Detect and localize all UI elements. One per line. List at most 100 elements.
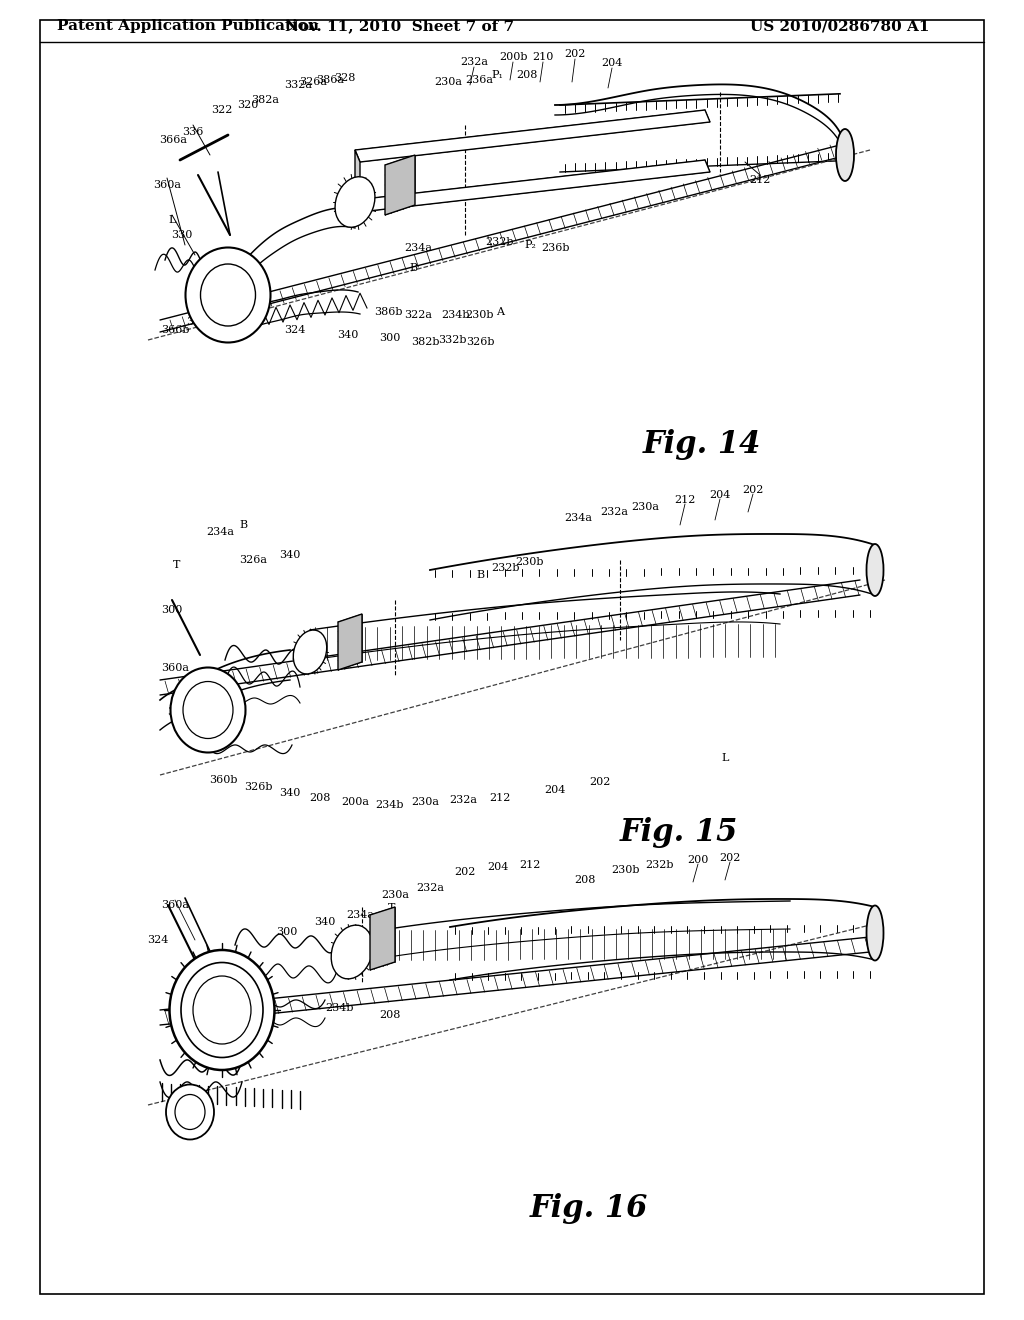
Text: 382b: 382b — [411, 337, 439, 347]
Ellipse shape — [185, 248, 270, 342]
Text: 208: 208 — [309, 793, 331, 803]
Ellipse shape — [166, 1085, 214, 1139]
Text: 360a: 360a — [161, 663, 189, 673]
Text: 236b: 236b — [541, 243, 569, 253]
Text: 212: 212 — [489, 793, 511, 803]
Text: 208: 208 — [379, 1010, 400, 1020]
Ellipse shape — [331, 925, 373, 979]
Text: 212: 212 — [675, 495, 695, 506]
Ellipse shape — [201, 264, 256, 326]
Text: 204: 204 — [487, 862, 509, 873]
Text: Patent Application Publication: Patent Application Publication — [57, 18, 319, 33]
Polygon shape — [338, 614, 362, 671]
Text: 340: 340 — [280, 788, 301, 799]
Text: B: B — [409, 263, 417, 273]
Polygon shape — [355, 110, 710, 162]
Text: 210: 210 — [532, 51, 554, 62]
Text: 324: 324 — [147, 935, 169, 945]
Text: 208: 208 — [574, 875, 596, 884]
Text: 200a: 200a — [341, 797, 369, 807]
Text: 340: 340 — [314, 917, 336, 927]
Text: 326a: 326a — [239, 554, 267, 565]
Text: 332a: 332a — [284, 81, 312, 90]
Text: A: A — [496, 308, 504, 317]
Text: 232b: 232b — [646, 861, 674, 870]
Text: 230b: 230b — [516, 557, 544, 568]
Text: 322b: 322b — [199, 308, 227, 317]
Polygon shape — [385, 154, 415, 215]
Text: 234a: 234a — [346, 909, 374, 920]
Polygon shape — [355, 150, 360, 213]
Text: 322a: 322a — [404, 310, 432, 319]
Text: 340: 340 — [337, 330, 358, 341]
Text: 234a: 234a — [404, 243, 432, 253]
Text: 300: 300 — [276, 927, 298, 937]
Ellipse shape — [335, 177, 375, 227]
Ellipse shape — [181, 962, 263, 1057]
Text: 236a: 236a — [465, 75, 493, 84]
Text: 232a: 232a — [600, 507, 628, 517]
Text: 230a: 230a — [631, 502, 659, 512]
Text: 204: 204 — [710, 490, 731, 500]
Text: 200b: 200b — [499, 51, 527, 62]
Text: T: T — [388, 903, 395, 913]
Text: 340: 340 — [280, 550, 301, 560]
Text: 322: 322 — [211, 106, 232, 115]
Text: 234a: 234a — [564, 513, 592, 523]
Ellipse shape — [836, 129, 854, 181]
Text: US 2010/0286780 A1: US 2010/0286780 A1 — [750, 18, 930, 33]
Text: T: T — [173, 560, 180, 570]
Text: Fig. 16: Fig. 16 — [530, 1192, 648, 1224]
Ellipse shape — [866, 906, 884, 961]
Ellipse shape — [175, 1094, 205, 1130]
Text: 204: 204 — [601, 58, 623, 69]
Text: 232a: 232a — [449, 795, 477, 805]
Text: 230a: 230a — [411, 797, 439, 807]
Polygon shape — [370, 907, 395, 970]
Polygon shape — [355, 160, 710, 213]
Text: 382a: 382a — [251, 95, 279, 106]
Text: 360a: 360a — [153, 180, 181, 190]
Text: P₂: P₂ — [524, 240, 536, 249]
Ellipse shape — [183, 681, 233, 738]
Text: 230a: 230a — [381, 890, 409, 900]
Text: 234b: 234b — [326, 1003, 354, 1012]
Text: 360b: 360b — [185, 317, 214, 327]
Ellipse shape — [866, 544, 884, 597]
Text: 234a: 234a — [206, 527, 234, 537]
Text: 232a: 232a — [460, 57, 488, 67]
Ellipse shape — [171, 668, 246, 752]
Text: 386b: 386b — [374, 308, 402, 317]
Text: Nov. 11, 2010  Sheet 7 of 7: Nov. 11, 2010 Sheet 7 of 7 — [286, 18, 515, 33]
Text: 230b: 230b — [466, 310, 495, 319]
Text: 336: 336 — [182, 127, 204, 137]
Text: 232b: 232b — [490, 564, 519, 573]
Text: 230a: 230a — [434, 77, 462, 87]
Text: 324: 324 — [167, 708, 188, 717]
Text: 386a: 386a — [316, 75, 344, 84]
Text: 230b: 230b — [610, 865, 639, 875]
Text: 366b: 366b — [161, 325, 189, 335]
Text: 232b: 232b — [485, 238, 514, 247]
Text: 212: 212 — [519, 861, 541, 870]
Text: 234b: 234b — [376, 800, 404, 810]
Text: 234b: 234b — [440, 310, 469, 319]
Ellipse shape — [193, 975, 251, 1044]
Text: 328: 328 — [334, 73, 355, 83]
Text: 360a: 360a — [161, 900, 189, 909]
Text: 330: 330 — [171, 230, 193, 240]
Ellipse shape — [293, 630, 327, 675]
Text: 326b: 326b — [466, 337, 495, 347]
Text: 208: 208 — [516, 70, 538, 81]
Text: 204: 204 — [545, 785, 565, 795]
Text: 202: 202 — [455, 867, 476, 876]
Text: 300: 300 — [379, 333, 400, 343]
Text: L: L — [168, 215, 176, 224]
Ellipse shape — [170, 950, 274, 1071]
Text: 300: 300 — [162, 605, 182, 615]
Text: 212: 212 — [750, 176, 771, 185]
Text: Fig. 14: Fig. 14 — [643, 429, 762, 461]
Text: 232a: 232a — [416, 883, 444, 894]
Text: 326a: 326a — [299, 77, 327, 87]
Text: B: B — [476, 570, 484, 579]
